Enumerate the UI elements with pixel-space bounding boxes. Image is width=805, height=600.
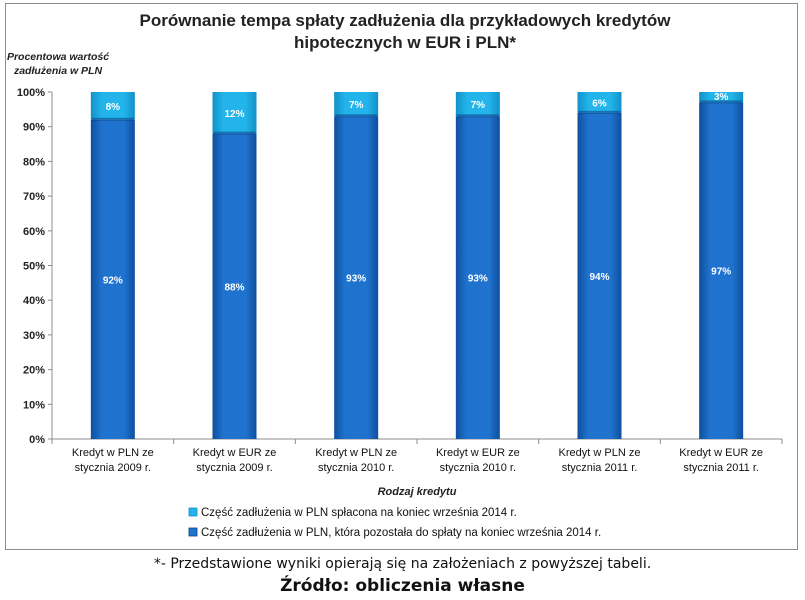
- legend-label-repaid: Część zadłużenia w PLN spłacona na konie…: [201, 507, 517, 519]
- bar-repaid: [455, 92, 500, 117]
- chart-title: Porównanie tempa spłaty zadłużenia dla p…: [139, 11, 671, 52]
- data-label-remaining: 97%: [711, 267, 731, 278]
- x-axis-title: Rodzaj kredytu: [378, 486, 457, 498]
- y-tick-label: 70%: [23, 191, 45, 203]
- data-label-repaid: 7%: [471, 100, 486, 111]
- data-label-repaid: 12%: [224, 109, 244, 120]
- y-tick-label: 50%: [23, 261, 45, 273]
- bar-boundary: [335, 114, 378, 118]
- stacked-bar-chart: Procentowa wartość zadłużenia w PLN 0% 10% 2…: [7, 51, 783, 539]
- data-label-remaining: 92%: [103, 275, 123, 286]
- data-label-remaining: 93%: [346, 274, 366, 285]
- x-tick-label: Kredyt w EUR ze stycznia 2011 r.: [679, 447, 763, 474]
- y-axis-title: Procentowa wartość zadłużenia w PLN: [7, 51, 109, 77]
- bar-boundary: [213, 131, 256, 135]
- legend-label-remaining: Część zadłużenia w PLN, która pozostała …: [201, 527, 601, 539]
- bar-boundary: [91, 117, 134, 121]
- data-label-repaid: 7%: [349, 100, 364, 111]
- y-tick-label: 90%: [23, 122, 45, 134]
- bar-repaid: [212, 92, 257, 134]
- legend-swatch-repaid: [188, 507, 198, 517]
- bar-boundary: [456, 114, 499, 118]
- y-tick-label: 10%: [23, 399, 45, 411]
- bar-remaining: [455, 116, 500, 439]
- bar-repaid: [334, 92, 379, 117]
- bar-repaid: [577, 92, 622, 113]
- data-label-repaid: 6%: [592, 98, 607, 109]
- bar-remaining: [212, 133, 257, 439]
- legend-swatch-remaining: [188, 527, 198, 537]
- y-tick-label: 80%: [23, 156, 45, 168]
- source-note: Źródło: obliczenia własne: [280, 576, 525, 596]
- y-tick-label: 20%: [23, 365, 45, 377]
- y-tick-label: 0%: [29, 434, 45, 446]
- x-tick-label: Kredyt w PLN ze stycznia 2011 r.: [559, 447, 641, 474]
- y-tick-label: 40%: [23, 295, 45, 307]
- y-tick-label: 100%: [17, 87, 45, 99]
- x-tick-label: Kredyt w PLN ze stycznia 2010 r.: [315, 447, 397, 474]
- bar-boundary: [700, 100, 743, 104]
- footnote: *- Przedstawione wyniki opierają się na …: [153, 556, 652, 572]
- y-tick-label: 60%: [23, 226, 45, 238]
- bar-repaid: [699, 92, 744, 103]
- data-label-remaining: 94%: [589, 272, 609, 283]
- bar-remaining: [699, 102, 744, 439]
- bar-repaid: [90, 92, 135, 120]
- data-label-remaining: 88%: [224, 282, 244, 293]
- data-label-repaid: 8%: [106, 102, 121, 113]
- y-tick-label: 30%: [23, 330, 45, 342]
- bar-boundary: [578, 110, 621, 114]
- bar-remaining: [90, 119, 135, 439]
- bar-remaining: [334, 116, 379, 439]
- x-tick-label: Kredyt w EUR ze stycznia 2009 r.: [193, 447, 277, 474]
- bar-remaining: [577, 112, 622, 439]
- x-tick-label: Kredyt w EUR ze stycznia 2010 r.: [436, 447, 520, 474]
- x-tick-label: Kredyt w PLN ze stycznia 2009 r.: [72, 447, 154, 474]
- chart-frame: [5, 3, 798, 550]
- data-label-remaining: 93%: [468, 274, 488, 285]
- data-label-repaid: 3%: [714, 92, 729, 103]
